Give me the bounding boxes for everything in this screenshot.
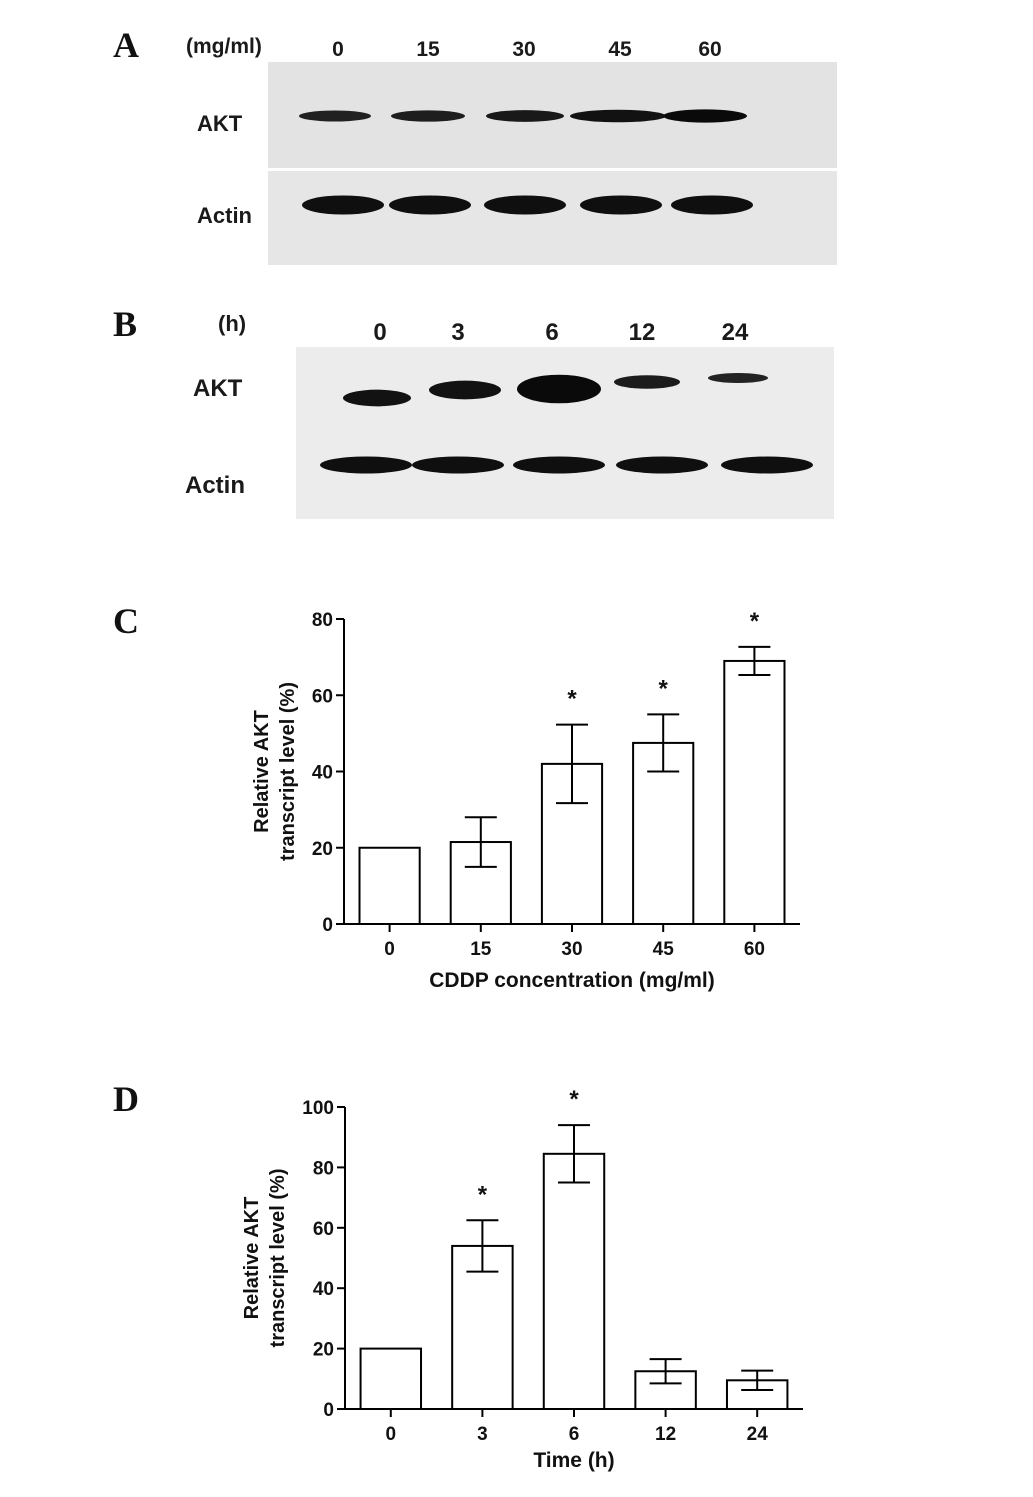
panel-a-akt-band — [299, 110, 371, 122]
panel-a-letter: A — [113, 25, 139, 65]
panel-a-lane-label: 0 — [332, 38, 344, 61]
panel-a-western-blot — [268, 62, 837, 265]
panel-b-western-blot — [296, 347, 834, 519]
panel-b-actin-band — [320, 456, 412, 474]
panel-b-lane-label: 24 — [721, 319, 749, 346]
chart-d-bar — [542, 1152, 606, 1410]
chart-d-y-tick-label: 40 — [313, 1279, 334, 1300]
chart-d-bar — [451, 1244, 514, 1410]
chart-d-x-tick-label: 6 — [569, 1424, 580, 1445]
panel-a-akt-label: AKT — [197, 111, 243, 136]
chart-c-significance-mark: * — [659, 675, 669, 702]
chart-c-significance-mark: * — [567, 686, 577, 713]
chart-c-y-tick-label: 40 — [312, 763, 333, 784]
panel-b-akt-label: AKT — [193, 375, 243, 402]
panel-a-akt-band — [391, 110, 465, 122]
chart-c-bar — [358, 846, 421, 925]
panel-a-lane-label: 15 — [416, 38, 440, 61]
chart-c-x-tick-label: 0 — [384, 939, 395, 960]
panel-b-akt-band — [343, 389, 411, 407]
panel-b-akt-band — [517, 374, 601, 404]
chart-d-y-axis-label-group: Relative AKT transcript level (%) — [241, 1169, 289, 1348]
chart-d-x-tick-label: 0 — [386, 1424, 397, 1445]
panel-a-actin-band — [484, 195, 566, 215]
panel-b-akt-band — [429, 380, 501, 400]
chart-c-x-tick-label: 30 — [561, 939, 582, 960]
chart-c-x-tick-label: 15 — [470, 939, 492, 960]
panel-a-actin-band — [671, 195, 753, 215]
chart-c-x-tick-label: 45 — [653, 939, 675, 960]
panel-c-letter: C — [113, 601, 139, 641]
panel-b-lane-label: 3 — [451, 319, 465, 346]
panel-b-actin-band — [513, 456, 605, 474]
chart-c-y-tick-label: 0 — [322, 915, 333, 936]
panel-a-actin-band — [580, 195, 662, 215]
panel-a-lane-label: 60 — [698, 38, 722, 61]
panel-a-actin-membrane — [268, 171, 837, 265]
chart-d-y-tick-label: 80 — [313, 1158, 334, 1179]
chart-c-x-tick-label: 60 — [744, 939, 765, 960]
chart-c-x-axis-label: CDDP concentration (mg/ml) — [429, 969, 714, 992]
panel-b-letter: B — [113, 304, 138, 344]
chart-c-y-axis-label: Relative AKT — [251, 710, 273, 833]
panel-b-actin-label: Actin — [185, 472, 245, 499]
chart-d-bar — [359, 1347, 423, 1411]
panel-b-actin-band — [616, 456, 708, 474]
panel-a-akt-band — [663, 109, 747, 123]
panel-b-actin-band — [721, 456, 813, 474]
panel-a-akt-band — [486, 110, 564, 122]
panel-b-unit-label: (h) — [218, 311, 247, 336]
chart-d-x-tick-label: 24 — [747, 1424, 769, 1445]
chart-c-bar — [632, 741, 695, 925]
chart-c-y-tick-label: 80 — [312, 610, 333, 631]
chart-d-y-axis-label: transcript level (%) — [267, 1169, 289, 1348]
panel-b-akt-band — [708, 373, 768, 383]
panel-d-letter: D — [113, 1079, 139, 1119]
chart-d-x-tick-label: 12 — [655, 1424, 676, 1445]
panel-b-lane-label: 12 — [628, 319, 656, 346]
panel-a-lane-label: 30 — [512, 38, 536, 61]
panel-a-lane-label: 45 — [608, 38, 632, 61]
panel-b-lane-label: 0 — [373, 319, 387, 346]
panel-b-lane-label: 6 — [545, 319, 559, 346]
chart-c-bar — [723, 659, 786, 925]
chart-d-y-tick-label: 0 — [323, 1400, 334, 1421]
panel-a-akt-band — [570, 109, 666, 123]
chart-d-y-tick-label: 20 — [313, 1340, 334, 1361]
chart-d-y-tick-label: 100 — [302, 1098, 334, 1119]
panel-b-actin-band — [412, 456, 504, 474]
panel-a-unit-label: (mg/ml) — [186, 35, 262, 58]
chart-d-significance-mark: * — [478, 1181, 488, 1208]
chart-c-significance-mark: * — [750, 608, 760, 635]
chart-d-y-axis-label: Relative AKT — [241, 1197, 263, 1320]
chart-d-x-axis-label: Time (h) — [533, 1449, 614, 1472]
chart-c-y-axis-label: transcript level (%) — [277, 682, 299, 861]
chart-c-y-axis-label-group: Relative AKT transcript level (%) — [251, 682, 299, 861]
panel-b-membrane — [296, 347, 834, 519]
chart-d-x-tick-label: 3 — [477, 1424, 488, 1445]
panel-c-bar-chart: 0 20 40 60 80 0 15 * 30 * 45 * 60 CDDP concentration … — [251, 608, 800, 992]
panel-d-bar-chart: 0 20 40 60 80 100 0 * 3 * 6 12 24 Time (h) Relative AK… — [241, 1086, 803, 1472]
panel-a-actin-label: Actin — [197, 203, 252, 228]
chart-d-significance-mark: * — [569, 1086, 579, 1113]
panel-a-actin-band — [302, 195, 384, 215]
chart-c-y-tick-label: 20 — [312, 839, 333, 860]
panel-a-actin-band — [389, 195, 471, 215]
chart-c-y-tick-label: 60 — [312, 686, 333, 707]
panel-b-akt-band — [614, 375, 680, 389]
chart-d-y-tick-label: 60 — [313, 1219, 334, 1240]
